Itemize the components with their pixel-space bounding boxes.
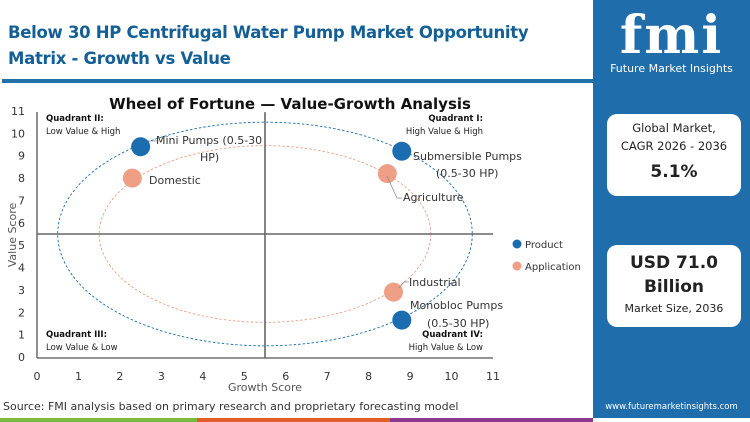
x-tick-label: 9 (407, 370, 414, 383)
website-link[interactable]: www.futuremarketinsights.com (605, 402, 738, 412)
cagr-label-2: CAGR 2026 - 2036 (620, 139, 728, 153)
source-note: Source: FMI analysis based on primary re… (3, 400, 459, 413)
logo-subtitle: Future Market Insights (610, 62, 733, 75)
label-domestic: Domestic (149, 174, 201, 187)
quadrant-i-title: Quadrant I: (428, 114, 483, 124)
legend-application-label: Application (525, 262, 581, 273)
product-point (392, 310, 412, 330)
market-size-card: USD 71.0 Billion Market Size, 2036 (607, 245, 741, 327)
sidebar: fmi Future Market Insights Global Market… (593, 0, 750, 418)
x-tick-label: 5 (241, 370, 248, 383)
application-point (377, 164, 397, 184)
x-tick-label: 11 (486, 370, 500, 383)
y-tick-label: 10 (11, 127, 25, 140)
opportunity-matrix-chart: Wheel of Fortune — Value-Growth Analysis… (6, 95, 581, 394)
y-tick-label: 11 (11, 105, 25, 118)
legend-product-marker (512, 239, 522, 249)
header-divider (2, 79, 593, 83)
quadrant-ii-title: Quadrant II: (46, 114, 104, 124)
x-axis-label: Growth Score (228, 381, 302, 394)
application-point (384, 282, 404, 302)
page-title: Below 30 HP Centrifugal Water Pump Marke… (8, 23, 529, 68)
label-monobloc: Monobloc Pumps (0.5-30 HP) (410, 299, 503, 330)
x-tick-label: 1 (75, 370, 82, 383)
y-tick-label: 2 (18, 306, 25, 319)
quadrant-iv-title: Quadrant IV: (422, 330, 483, 340)
quadrant-iii-title: Quadrant III: (46, 330, 107, 340)
label-submersible: Submersible Pumps (0.5-30 HP) (413, 150, 522, 180)
legend-application-marker (512, 261, 522, 271)
x-tick-label: 0 (34, 370, 41, 383)
cagr-card: Global Market, CAGR 2026 - 2036 5.1% (607, 114, 741, 196)
chart-title: Wheel of Fortune — Value-Growth Analysis (109, 95, 471, 113)
product-point (131, 137, 151, 157)
cagr-label-1: Global Market, (632, 121, 716, 135)
size-value-1: USD 71.0 (629, 253, 719, 273)
agriculture-leader (386, 175, 402, 199)
y-axis-label: Value Score (6, 203, 19, 268)
x-tick-label: 6 (282, 370, 289, 383)
y-tick-label: 6 (18, 217, 25, 230)
quadrant-iii-desc: Low Value & Low (46, 343, 118, 353)
size-value-2: Billion (643, 277, 705, 297)
logo-mark: fmi (619, 5, 724, 66)
x-tick-label: 4 (199, 370, 206, 383)
x-tick-label: 8 (365, 370, 372, 383)
x-tick-label: 3 (158, 370, 165, 383)
x-tick-label: 7 (324, 370, 331, 383)
y-tick-label: 8 (18, 172, 25, 185)
industrial-leader (398, 281, 409, 289)
quadrant-iv-desc: High Value & Low (409, 343, 483, 353)
footer-stripe-purple (390, 418, 593, 422)
label-agriculture: Agriculture (403, 191, 464, 204)
product-point (392, 141, 412, 161)
legend-product-label: Product (525, 240, 563, 251)
cagr-value: 5.1% (650, 162, 698, 182)
quadrant-i-desc: High Value & High (406, 127, 483, 137)
y-tick-label: 1 (18, 329, 25, 342)
x-tick-label: 10 (445, 370, 459, 383)
footer-stripe-green (0, 418, 197, 422)
x-tick-label: 2 (116, 370, 123, 383)
size-label: Market Size, 2036 (624, 302, 724, 315)
y-tick-label: 0 (18, 351, 25, 364)
y-tick-label: 4 (18, 262, 25, 275)
application-point (122, 168, 142, 188)
quadrant-ii-desc: Low Value & High (46, 127, 120, 137)
label-industrial: Industrial (409, 276, 461, 289)
y-tick-label: 3 (18, 284, 25, 297)
y-tick-label: 7 (18, 194, 25, 207)
label-mini-pumps: Mini Pumps (0.5-30 HP) (156, 134, 262, 164)
y-tick-label: 5 (18, 239, 25, 252)
y-tick-label: 9 (18, 150, 25, 163)
fmi-logo: fmi Future Market Insights (593, 5, 750, 76)
footer-stripe-orange (197, 418, 390, 422)
